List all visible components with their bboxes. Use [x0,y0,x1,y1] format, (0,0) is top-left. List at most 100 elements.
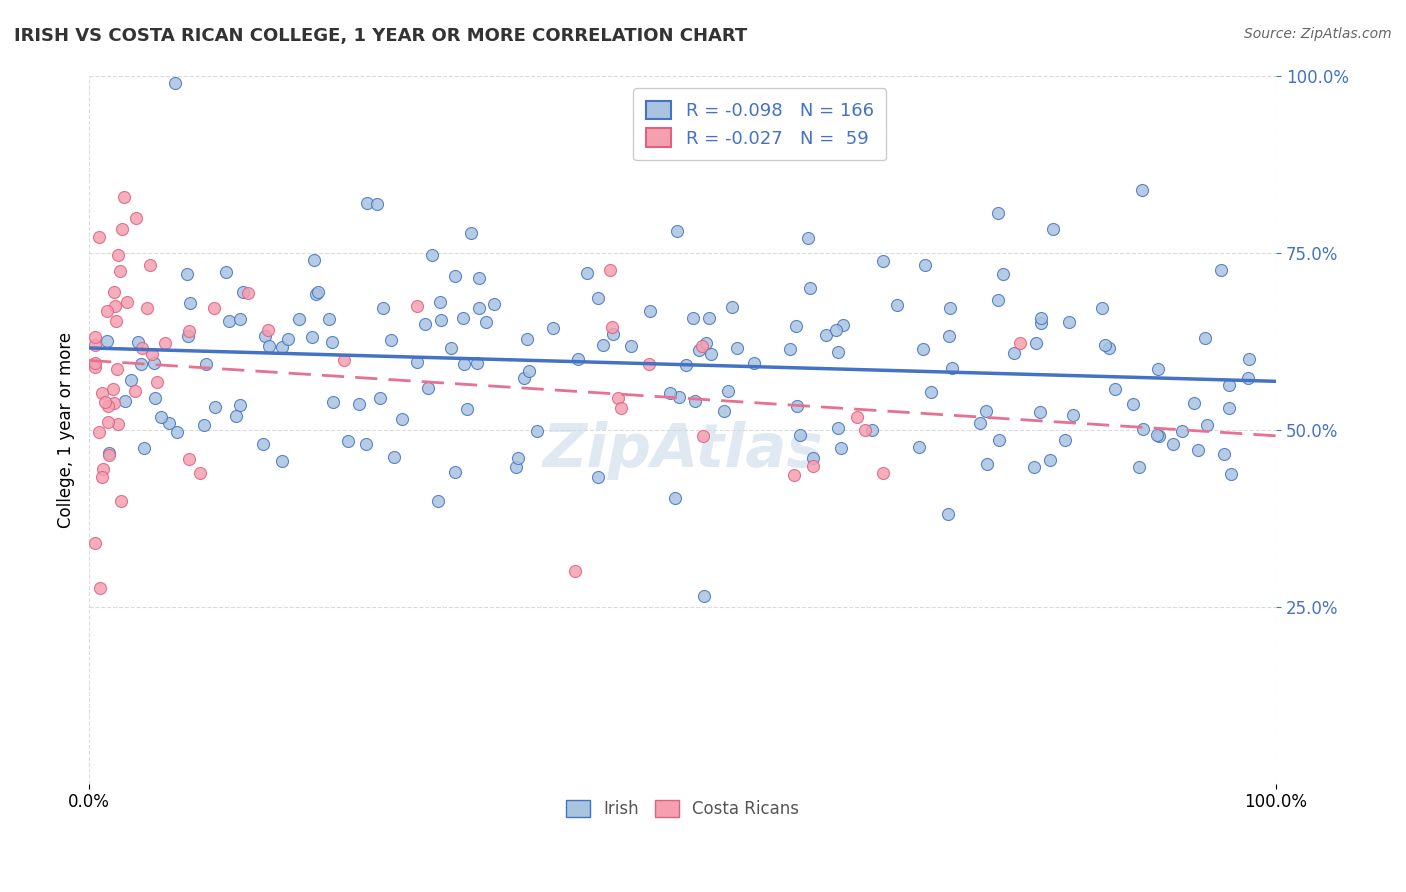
Point [693,589,716,603]
Point [444,268,467,283]
Point [253,328,276,343]
Point [831,318,853,333]
Point [111,222,134,236]
Point [204,401,226,415]
Point [1038,453,1060,467]
Point [700,347,723,361]
Point [796,231,818,245]
Point [516,332,538,346]
Point [460,227,482,241]
Point [1187,442,1209,457]
Point [987,293,1010,308]
Point [416,381,439,395]
Point [236,286,259,301]
Point [1146,361,1168,376]
Point [252,437,274,451]
Point [288,311,311,326]
Y-axis label: College, 1 year or more: College, 1 year or more [58,332,75,528]
Point [717,384,740,399]
Point [91,462,114,476]
Point [506,450,529,465]
Point [87,425,110,439]
Point [120,373,142,387]
Point [132,442,155,456]
Point [336,434,359,448]
Point [163,76,186,90]
Point [845,409,868,424]
Point [91,470,114,484]
Point [333,353,356,368]
Point [987,206,1010,220]
Point [157,416,180,430]
Point [153,336,176,351]
Point [814,327,837,342]
Point [1025,335,1047,350]
Point [1042,222,1064,236]
Point [179,296,201,310]
Point [692,429,714,443]
Point [108,264,131,278]
Point [225,409,247,424]
Point [97,399,120,413]
Point [668,390,690,404]
Point [1132,422,1154,436]
Point [405,354,427,368]
Point [218,314,240,328]
Point [257,323,280,337]
Point [938,301,960,315]
Point [675,359,697,373]
Point [127,334,149,349]
Point [1171,424,1194,438]
Point [827,344,849,359]
Point [406,299,429,313]
Point [229,311,252,326]
Point [105,313,128,327]
Point [1194,331,1216,345]
Point [860,424,883,438]
Point [176,267,198,281]
Point [683,393,706,408]
Point [697,311,720,326]
Point [907,440,929,454]
Point [586,291,609,305]
Point [304,253,326,268]
Point [382,450,405,464]
Point [1218,401,1240,416]
Point [575,266,598,280]
Point [783,467,806,482]
Point [91,385,114,400]
Point [110,494,132,508]
Point [941,361,963,376]
Point [391,412,413,426]
Point [801,458,824,473]
Point [96,304,118,318]
Point [142,356,165,370]
Point [920,384,942,399]
Point [969,416,991,430]
Point [107,248,129,262]
Point [104,299,127,313]
Point [912,342,935,356]
Point [801,451,824,466]
Text: ZipAtlas: ZipAtlas [543,421,823,481]
Point [1122,397,1144,411]
Point [1010,336,1032,351]
Point [349,397,371,411]
Point [988,433,1011,447]
Point [1209,262,1232,277]
Point [202,301,225,315]
Point [444,465,467,479]
Text: IRISH VS COSTA RICAN COLLEGE, 1 YEAR OR MORE CORRELATION CHART: IRISH VS COSTA RICAN COLLEGE, 1 YEAR OR … [14,27,748,45]
Point [380,333,402,347]
Point [468,271,491,285]
Point [1097,341,1119,355]
Point [97,415,120,429]
Point [420,248,443,262]
Point [366,197,388,211]
Point [96,334,118,348]
Point [827,420,849,434]
Point [451,310,474,325]
Point [637,357,659,371]
Point [277,332,299,346]
Point [1213,447,1236,461]
